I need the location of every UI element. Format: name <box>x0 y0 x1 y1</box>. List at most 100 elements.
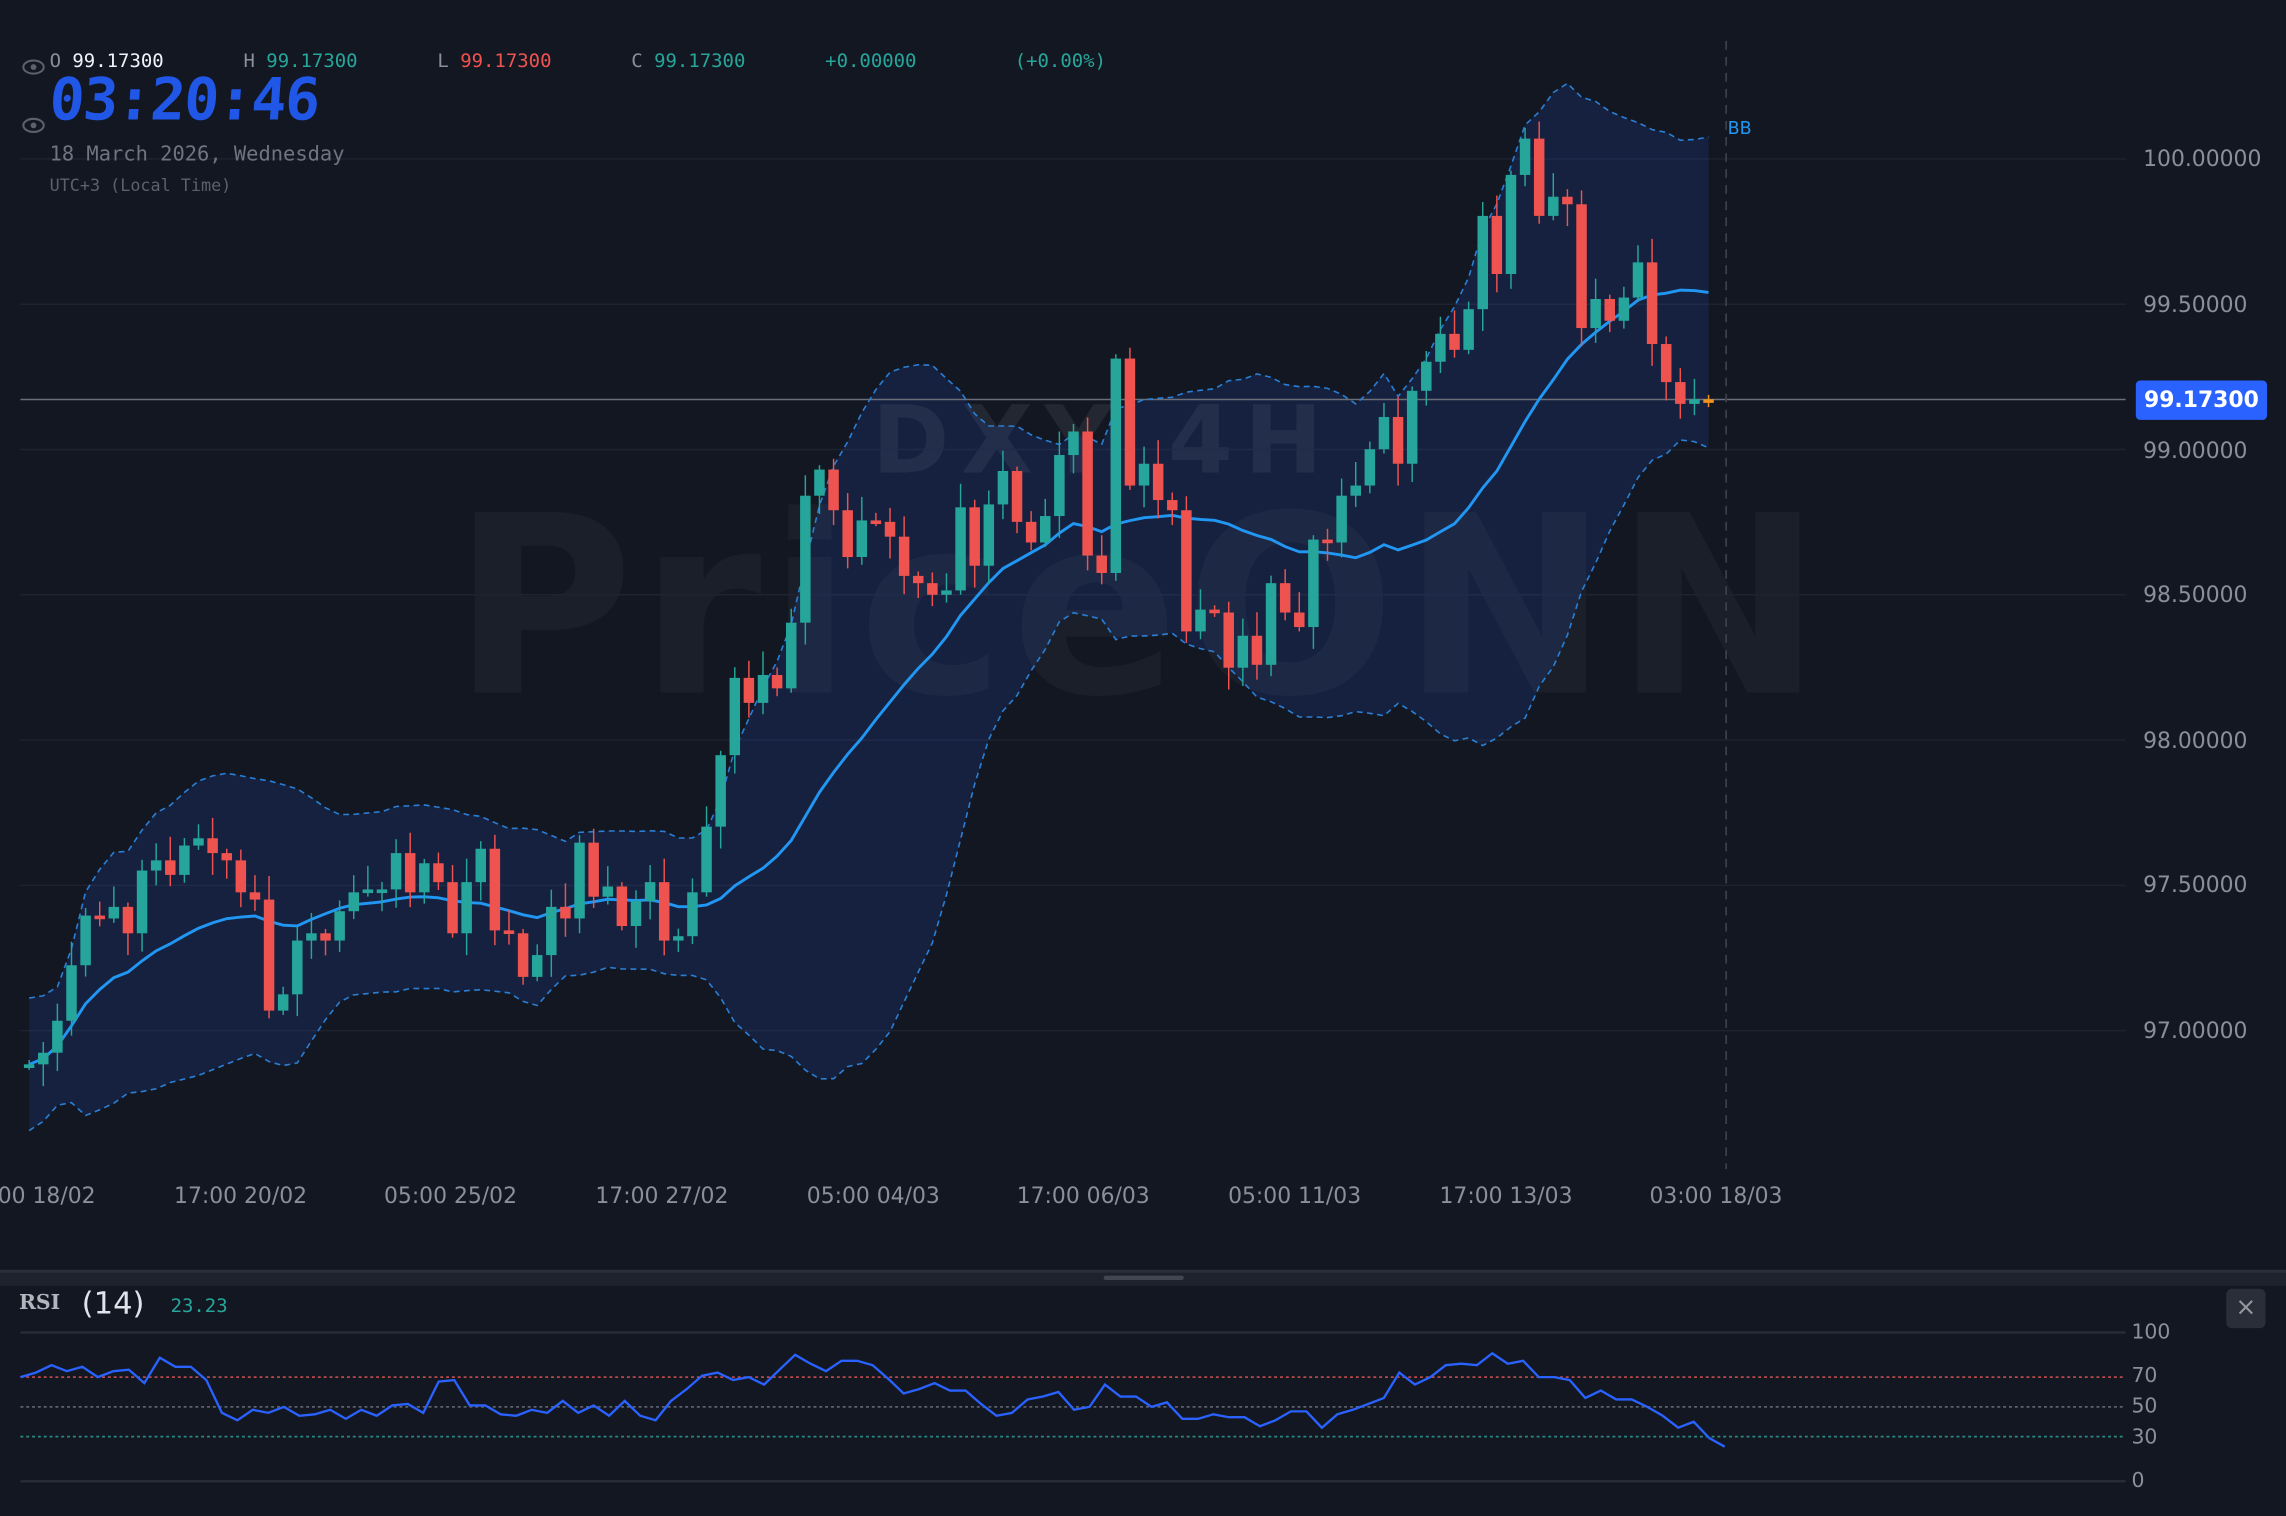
candle-body <box>1237 635 1249 668</box>
candle <box>1294 592 1305 632</box>
candle-body <box>1195 609 1206 632</box>
candle-body <box>1477 215 1488 310</box>
candle-body <box>729 677 741 756</box>
candle-body <box>912 575 924 584</box>
candle-body <box>1378 416 1390 450</box>
price-chart[interactable] <box>0 0 2129 1170</box>
candle <box>52 1003 63 1072</box>
candle <box>348 875 359 920</box>
candle <box>1040 498 1051 547</box>
clock-visibility-eye-icon[interactable] <box>22 117 45 134</box>
candle-body <box>108 906 120 919</box>
candle-body <box>362 889 374 894</box>
candle <box>390 839 402 908</box>
close-rsi-icon[interactable]: × <box>2226 1288 2266 1329</box>
price-axis-label: 97.50000 <box>2143 871 2248 899</box>
candle <box>122 902 134 956</box>
candle <box>1392 396 1404 486</box>
candle-body <box>531 955 543 977</box>
candle <box>1322 528 1333 561</box>
bb-indicator-label[interactable]: BB <box>1727 118 1752 139</box>
candle-body <box>447 882 458 934</box>
candle <box>334 900 345 952</box>
candle <box>165 836 176 887</box>
candle-body <box>1562 196 1573 205</box>
candle-body <box>419 863 430 893</box>
candle <box>136 859 148 952</box>
rsi-chart[interactable] <box>0 0 2129 1516</box>
candle-body <box>1703 399 1714 403</box>
candle <box>1223 601 1234 690</box>
candle-body <box>277 994 289 1011</box>
candle-body <box>489 848 501 931</box>
candle <box>1011 466 1023 534</box>
candle-body <box>616 886 628 927</box>
candle-body <box>1251 635 1263 665</box>
candle <box>447 865 458 938</box>
candle-body <box>1138 463 1150 486</box>
candle-body <box>743 677 755 703</box>
close-label: C <box>631 51 643 73</box>
candle <box>80 908 91 977</box>
candle-body <box>1533 138 1545 216</box>
candle-body <box>1548 196 1559 216</box>
time-axis-label: 05:00 25/02 <box>383 1182 517 1209</box>
candle-body <box>433 863 444 883</box>
candle-body <box>983 504 995 566</box>
candle-body <box>38 1052 49 1065</box>
candle-body <box>1209 609 1220 614</box>
high-label: H <box>243 51 255 73</box>
candle-body <box>1265 583 1277 665</box>
rsi-line <box>20 1351 1726 1448</box>
price-axis-label: 98.00000 <box>2143 727 2248 754</box>
candle <box>983 490 995 585</box>
candle-body <box>630 901 642 927</box>
candle <box>1421 351 1432 406</box>
candle-body <box>179 845 190 875</box>
candle <box>658 858 670 956</box>
visibility-eye-icon[interactable] <box>22 58 45 75</box>
candle-body <box>1604 298 1616 321</box>
candle-body <box>673 936 684 941</box>
date-label: 18 March 2026, Wednesday <box>49 142 345 167</box>
candle-body <box>842 510 853 558</box>
candle-body <box>475 848 487 883</box>
candle-body <box>1110 358 1122 573</box>
candle <box>362 865 374 897</box>
candle-body <box>800 495 811 623</box>
candle <box>644 865 656 920</box>
candle <box>1181 496 1192 643</box>
price-axis-label: 100.00000 <box>2143 145 2262 173</box>
candle <box>1082 417 1093 571</box>
candle-body <box>66 965 77 1021</box>
candle-body <box>1463 309 1474 350</box>
candle-body <box>1406 390 1418 464</box>
candle <box>150 843 162 886</box>
candle-body <box>701 826 712 893</box>
candle-body <box>1152 463 1164 501</box>
ohlc-open: O 99.17300 <box>50 51 164 73</box>
candle <box>1548 173 1559 221</box>
candle <box>320 928 331 956</box>
candle <box>1068 423 1079 474</box>
candle-body <box>785 622 797 689</box>
candle <box>1660 336 1672 401</box>
rsi-title: RSI <box>18 1291 61 1316</box>
candle-body <box>1181 510 1192 632</box>
pane-resize-handle[interactable] <box>1103 1275 1184 1281</box>
candle <box>292 926 303 1017</box>
candle <box>1378 403 1390 454</box>
candle <box>38 1041 49 1087</box>
candle-body <box>1449 333 1460 350</box>
candle <box>207 817 218 875</box>
candle-body <box>1054 455 1065 517</box>
candle <box>503 910 515 945</box>
candle <box>842 493 853 569</box>
candle-body <box>376 889 388 894</box>
candle <box>1703 394 1714 408</box>
candle <box>1632 245 1644 302</box>
candle-body <box>1124 358 1136 486</box>
candle <box>221 848 232 879</box>
candle <box>263 876 275 1019</box>
candle-body <box>1336 495 1347 543</box>
